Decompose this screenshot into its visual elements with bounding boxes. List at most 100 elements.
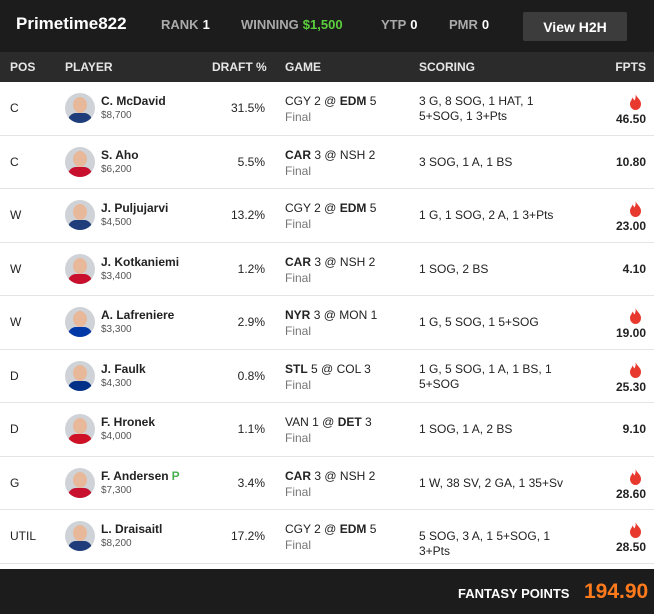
game-score: NYR 3 @ MON 1 (285, 308, 377, 322)
team-away: CAR (285, 147, 311, 162)
game-status: Final (285, 110, 312, 124)
score-away: 2 (314, 522, 321, 536)
col-pos[interactable]: POS (10, 60, 36, 74)
fantasy-points: 19.00 (615, 326, 646, 340)
player-name[interactable]: F. Hronek (101, 415, 158, 429)
rank-value: 1 (202, 17, 210, 32)
draft-percent: 1.1% (237, 422, 265, 436)
player-salary: $4,500 (101, 217, 132, 228)
table-row[interactable]: W J. Kotkaniemi $3,400 1.2% CAR 3 @ NSH 2 Fin… (0, 243, 654, 296)
table-row[interactable]: UTIL L. Draisaitl $8,200 17.2% CGY 2 @ EDM 5… (0, 510, 654, 564)
ytp-stat: YTP 0 (381, 17, 418, 32)
at-separator: @ (324, 201, 337, 215)
player-avatar[interactable] (65, 307, 95, 337)
draft-percent: 1.2% (237, 261, 265, 276)
player-name[interactable]: S. Aho (101, 148, 142, 162)
col-fpts[interactable]: FPTS (615, 60, 646, 74)
score-home: 3 (365, 415, 372, 429)
team-home: NSH (339, 468, 366, 483)
table-row[interactable]: C C. McDavid $8,700 31.5% CGY 2 @ EDM 5 Final… (0, 82, 654, 136)
position: C (10, 154, 19, 169)
player-name[interactable]: C. McDavid (101, 94, 169, 108)
winning-stat: WINNING $1,500 (241, 17, 343, 32)
score-away: 3 (314, 254, 322, 269)
scoring-breakdown: 1 G, 5 SOG, 1 5+SOG (419, 315, 539, 329)
player-name-text[interactable]: L. Draisaitl (101, 522, 163, 536)
player-name-text[interactable]: C. McDavid (101, 94, 166, 108)
position: G (10, 475, 20, 490)
table-row[interactable]: C S. Aho $6,200 5.5% CAR 3 @ NSH 2 Final 3 SOG… (0, 136, 654, 189)
col-game[interactable]: GAME (285, 60, 321, 74)
table-row[interactable]: W J. Puljujarvi $4,500 13.2% CGY 2 @ EDM 5 Fi… (0, 189, 654, 243)
player-name-text[interactable]: F. Andersen (101, 468, 169, 483)
col-player[interactable]: PLAYER (65, 60, 113, 74)
rank-label: RANK (161, 17, 199, 32)
game-status: Final (285, 484, 312, 499)
player-name-text[interactable]: J. Faulk (101, 361, 146, 376)
game-score: CAR 3 @ NSH 2 (285, 148, 375, 162)
player-name-text[interactable]: J. Kotkaniemi (101, 254, 180, 269)
table-row[interactable]: G F. Andersen P $7,300 3.4% CAR 3 @ NSH 2 Fina… (0, 457, 654, 510)
scoring-breakdown: 1 SOG, 1 A, 2 BS (419, 422, 513, 436)
player-salary: $4,300 (101, 377, 132, 389)
score-away: 2 (314, 201, 321, 215)
team-away: CGY (285, 201, 311, 215)
col-draft[interactable]: DRAFT % (212, 60, 267, 74)
at-separator: @ (324, 468, 337, 483)
player-avatar[interactable] (65, 414, 95, 444)
player-avatar[interactable] (65, 360, 95, 391)
game-status: Final (285, 163, 312, 178)
game-status: Final (285, 431, 312, 445)
player-name-text[interactable]: A. Lafreniere (101, 308, 175, 322)
player-avatar[interactable] (65, 467, 95, 498)
player-name-text[interactable]: S. Aho (101, 147, 139, 162)
score-away: 3 (314, 468, 322, 483)
team-home: EDM (339, 94, 367, 108)
player-name[interactable]: J. Puljujarvi (101, 201, 171, 215)
at-separator: @ (323, 308, 336, 322)
player-avatar[interactable] (65, 521, 95, 551)
top-bar: Primetime822 RANK 1 WINNING $1,500 YTP 0 PM… (0, 0, 654, 52)
scoring-breakdown: 1 W, 38 SV, 2 GA, 1 35+Sv (419, 475, 563, 490)
player-name[interactable]: A. Lafreniere (101, 308, 177, 322)
position: D (10, 422, 19, 436)
player-name[interactable]: J. Kotkaniemi (101, 255, 182, 269)
player-name-text[interactable]: J. Puljujarvi (101, 201, 169, 215)
team-home: NSH (339, 254, 366, 269)
game-score: CGY 2 @ EDM 5 (285, 522, 376, 536)
hot-flame-icon (630, 468, 641, 485)
at-separator: @ (322, 415, 335, 429)
fantasy-points: 46.50 (615, 112, 646, 126)
fantasy-points-total: 194.90 (584, 580, 649, 603)
player-name[interactable]: J. Faulk (101, 362, 149, 376)
draft-percent: 0.8% (237, 368, 265, 383)
position: W (10, 315, 22, 329)
game-status: Final (285, 270, 312, 285)
game-score: CGY 2 @ EDM 5 (285, 201, 376, 215)
rank-stat: RANK 1 (161, 17, 210, 32)
scoring-breakdown: 1 G, 5 SOG, 1 A, 1 BS, 1 5+SOG (419, 361, 552, 391)
table-row[interactable]: W A. Lafreniere $3,300 2.9% NYR 3 @ MON 1 Fin… (0, 296, 654, 350)
player-name[interactable]: L. Draisaitl (101, 522, 165, 536)
scoring-breakdown: 1 SOG, 2 BS (419, 261, 489, 276)
col-scoring[interactable]: SCORING (419, 60, 476, 74)
player-name-text[interactable]: F. Hronek (101, 415, 156, 429)
player-name[interactable]: F. Andersen P (101, 469, 180, 483)
player-avatar[interactable] (65, 253, 95, 284)
score-home: 5 (369, 201, 377, 215)
score-home: 2 (368, 254, 376, 269)
score-away: 2 (314, 94, 321, 108)
team-away: VAN (285, 415, 309, 429)
table-row[interactable]: D F. Hronek $4,000 1.1% VAN 1 @ DET 3 Final 1 … (0, 403, 654, 457)
team-home: MON (339, 308, 368, 322)
game-status: Final (285, 377, 312, 392)
table-row[interactable]: D J. Faulk $4,300 0.8% STL 5 @ COL 3 Final 1 G… (0, 350, 654, 403)
at-separator: @ (324, 94, 337, 108)
at-separator: @ (324, 147, 337, 162)
player-avatar[interactable] (65, 93, 95, 123)
player-salary: $3,400 (101, 270, 132, 282)
at-separator: @ (321, 361, 334, 376)
player-avatar[interactable] (65, 146, 95, 177)
view-h2h-button[interactable]: View H2H (523, 12, 627, 41)
player-avatar[interactable] (65, 200, 95, 230)
